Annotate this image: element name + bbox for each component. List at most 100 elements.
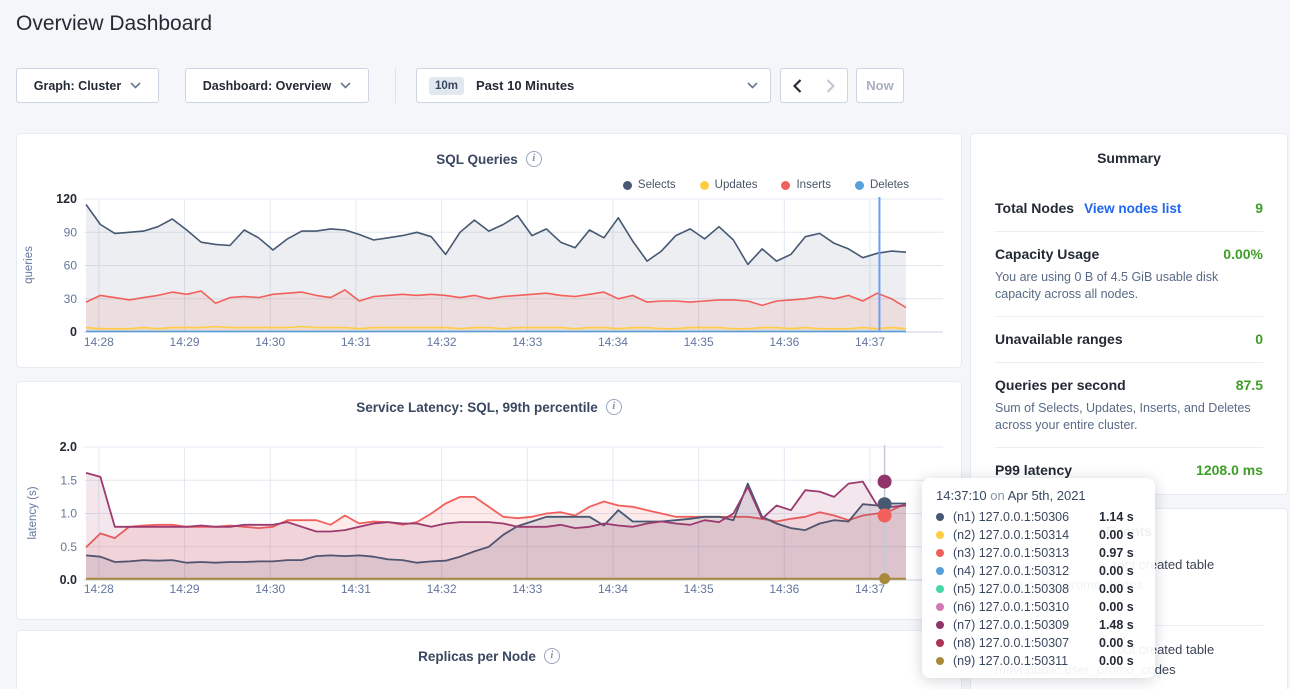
chevron-left-icon	[793, 79, 802, 93]
tooltip-date: Apr 5th, 2021	[1008, 488, 1086, 503]
tooltip-row: (n4) 127.0.0.1:503120.00 s	[936, 562, 1141, 580]
summary-label: Queries per second	[995, 377, 1126, 393]
svg-text:14:36: 14:36	[769, 582, 799, 596]
time-range-dropdown[interactable]: 10m Past 10 Minutes	[416, 68, 771, 103]
time-window-badge: 10m	[429, 77, 464, 95]
tooltip-row: (n2) 127.0.0.1:503140.00 s	[936, 526, 1141, 544]
svg-text:14:33: 14:33	[512, 582, 542, 596]
summary-label: P99 latency	[995, 462, 1072, 478]
svg-text:14:33: 14:33	[512, 335, 542, 349]
summary-value: 0.00%	[1223, 246, 1263, 262]
svg-text:0: 0	[70, 325, 77, 339]
summary-label: Unavailable ranges	[995, 331, 1123, 347]
svg-text:queries: queries	[23, 246, 35, 284]
tooltip-timestamp: 14:37:10 on Apr 5th, 2021	[936, 488, 1141, 503]
overview-dashboard-page: Overview Dashboard Graph: Cluster Dashbo…	[0, 0, 1290, 689]
summary-description: You are using 0 B of 4.5 GiB usable disk…	[995, 269, 1263, 303]
svg-text:14:28: 14:28	[84, 335, 114, 349]
summary-panel: Summary 9 Total Nodes View nodes list 0.00%…	[970, 133, 1288, 495]
series-dot-icon	[936, 585, 944, 593]
tooltip-node-label: (n3) 127.0.0.1:50313	[953, 546, 1099, 560]
tooltip-node-value: 0.97 s	[1099, 546, 1134, 560]
svg-text:14:30: 14:30	[255, 582, 285, 596]
tooltip-row: (n9) 127.0.0.1:503110.00 s	[936, 652, 1141, 670]
replicas-per-node-title: Replicas per Node i	[17, 648, 961, 664]
tooltip-node-label: (n7) 127.0.0.1:50309	[953, 618, 1099, 632]
tooltip-node-value: 1.14 s	[1099, 510, 1134, 524]
svg-text:14:36: 14:36	[769, 335, 799, 349]
replicas-per-node-panel: Replicas per Node i	[16, 630, 962, 689]
svg-text:14:34: 14:34	[598, 582, 628, 596]
time-range-next-button[interactable]	[813, 68, 848, 103]
tooltip-node-label: (n9) 127.0.0.1:50311	[953, 654, 1099, 668]
tooltip-node-value: 0.00 s	[1099, 582, 1134, 596]
svg-text:1.5: 1.5	[60, 473, 77, 487]
svg-text:60: 60	[64, 259, 78, 273]
tooltip-row: (n1) 127.0.0.1:503061.14 s	[936, 508, 1141, 526]
tooltip-row: (n3) 127.0.0.1:503130.97 s	[936, 544, 1141, 562]
tooltip-node-value: 0.00 s	[1099, 528, 1134, 542]
summary-items: 9 Total Nodes View nodes list 0.00%Capacity…	[995, 186, 1263, 493]
page-title: Overview Dashboard	[16, 12, 212, 36]
summary-value: 9	[1255, 200, 1263, 216]
summary-heading: Summary	[995, 150, 1263, 166]
now-button[interactable]: Now	[856, 68, 904, 103]
series-dot-icon	[936, 657, 944, 665]
tooltip-time: 14:37:10	[936, 488, 987, 503]
svg-text:1.0: 1.0	[60, 507, 77, 521]
sql-queries-chart[interactable]: 14:2814:2914:3014:3114:3214:3314:3414:35…	[17, 134, 961, 367]
chevron-down-icon	[130, 82, 141, 89]
summary-value: 87.5	[1236, 377, 1263, 393]
svg-text:90: 90	[64, 225, 78, 239]
graph-scope-label: Graph: Cluster	[34, 79, 122, 93]
tooltip-row: (n7) 127.0.0.1:503091.48 s	[936, 616, 1141, 634]
series-dot-icon	[936, 549, 944, 557]
tooltip-node-label: (n4) 127.0.0.1:50312	[953, 564, 1099, 578]
view-nodes-list-link[interactable]: View nodes list	[1084, 201, 1181, 216]
svg-text:14:32: 14:32	[427, 335, 457, 349]
summary-label: Total Nodes	[995, 200, 1074, 216]
summary-item: 87.5 Queries per second Sum of Selects, Up…	[995, 362, 1263, 447]
time-window-label: Past 10 Minutes	[476, 78, 574, 93]
summary-item: 0Unavailable ranges	[995, 316, 1263, 362]
tooltip-node-label: (n5) 127.0.0.1:50308	[953, 582, 1099, 596]
info-icon[interactable]: i	[544, 648, 560, 664]
svg-text:14:34: 14:34	[598, 335, 628, 349]
tooltip-node-label: (n1) 127.0.0.1:50306	[953, 510, 1099, 524]
dashboard-dropdown[interactable]: Dashboard: Overview	[185, 68, 369, 103]
svg-text:14:37: 14:37	[855, 335, 885, 349]
summary-item: 0.00%Capacity UsageYou are using 0 B of …	[995, 231, 1263, 316]
tooltip-node-value: 1.48 s	[1099, 618, 1134, 632]
tooltip-row: (n6) 127.0.0.1:503100.00 s	[936, 598, 1141, 616]
controls-divider	[395, 68, 396, 103]
service-latency-chart[interactable]: 14:2814:2914:3014:3114:3214:3314:3414:35…	[17, 382, 961, 619]
series-dot-icon	[936, 567, 944, 575]
svg-text:14:28: 14:28	[84, 582, 114, 596]
tooltip-node-label: (n8) 127.0.0.1:50307	[953, 636, 1099, 650]
tooltip-node-label: (n2) 127.0.0.1:50314	[953, 528, 1099, 542]
tooltip-connector: on	[990, 488, 1004, 503]
svg-text:14:32: 14:32	[427, 582, 457, 596]
tooltip-node-value: 0.00 s	[1099, 654, 1134, 668]
series-dot-icon	[936, 513, 944, 521]
dashboard-label: Dashboard: Overview	[203, 79, 332, 93]
now-button-label: Now	[866, 78, 893, 93]
series-dot-icon	[936, 621, 944, 629]
svg-text:latency (s): latency (s)	[27, 486, 39, 539]
summary-item: 9 Total Nodes View nodes list	[995, 186, 1263, 231]
graph-scope-dropdown[interactable]: Graph: Cluster	[16, 68, 159, 103]
time-range-prev-button[interactable]	[780, 68, 814, 103]
tooltip-node-value: 0.00 s	[1099, 636, 1134, 650]
chart-hover-tooltip: 14:37:10 on Apr 5th, 2021 (n1) 127.0.0.1…	[922, 478, 1155, 678]
chevron-right-icon	[826, 79, 835, 93]
series-dot-icon	[936, 639, 944, 647]
summary-value: 1208.0 ms	[1196, 462, 1263, 478]
svg-text:14:35: 14:35	[684, 335, 714, 349]
svg-text:0.0: 0.0	[60, 573, 77, 587]
svg-text:14:30: 14:30	[255, 335, 285, 349]
tooltip-row: (n8) 127.0.0.1:503070.00 s	[936, 634, 1141, 652]
svg-text:14:37: 14:37	[855, 582, 885, 596]
replicas-per-node-title-text: Replicas per Node	[418, 649, 536, 664]
svg-text:2.0: 2.0	[60, 440, 77, 454]
summary-description: Sum of Selects, Updates, Inserts, and De…	[995, 400, 1263, 434]
